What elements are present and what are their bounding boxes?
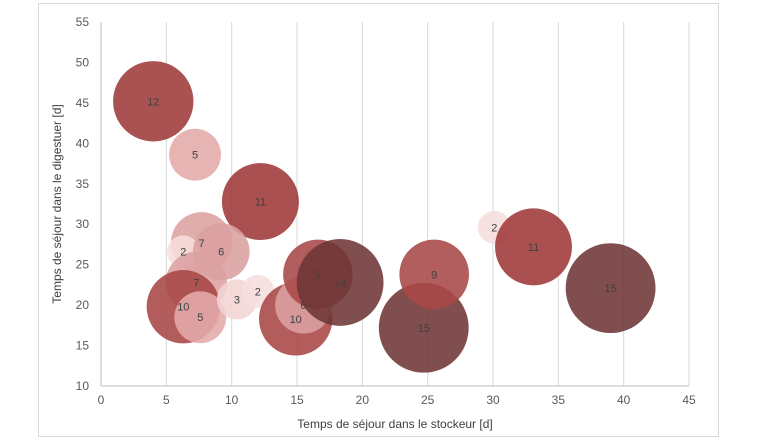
x-tick-label: 10 [225,393,239,407]
bubble [221,163,299,241]
x-tick-label: 45 [682,393,696,407]
y-axis-title: Temps de séjour dans le digestuer [d] [50,104,64,303]
bubble-label: 15 [418,323,430,335]
y-tick-label: 20 [76,298,90,312]
x-tick-label: 5 [163,393,170,407]
y-tick-label: 15 [76,339,90,353]
bubble [296,239,384,326]
chart-frame: 12 5 11 7 2 6 7 10 5 3 2 10 6 9 14 15 9 2 11 15 0 5 10 15 20 25 3… [38,3,719,437]
bubble-label: 3 [234,294,240,306]
bubble-label: 12 [147,96,159,108]
x-tick-label: 0 [98,393,105,407]
x-tick-label: 35 [552,393,566,407]
bubble-label: 11 [255,197,266,209]
bubbles: 12 5 11 7 2 6 7 10 5 3 2 10 6 9 14 15 9 2 11 15 [113,61,656,373]
bubble-label: 7 [193,277,199,289]
gridlines [165,22,690,386]
bubble-label: 10 [290,314,302,326]
y-tick-label: 30 [76,217,90,231]
x-axis-title: Temps de séjour dans le stockeur [d] [297,417,492,431]
bubble [495,208,572,286]
bubble-label: 6 [218,247,224,259]
bubble-label: 5 [192,150,198,162]
bubble-label: 2 [491,222,497,234]
bubble-label: 15 [604,283,616,295]
bubble-label: 14 [334,277,346,289]
bubble-label: 2 [255,286,261,298]
x-tick-label: 40 [617,393,631,407]
axes [100,22,689,387]
x-tick-label: 20 [356,393,370,407]
y-tick-label: 40 [76,136,90,150]
bubble [113,61,194,142]
bubble [565,243,656,334]
bubble-chart: 12 5 11 7 2 6 7 10 5 3 2 10 6 9 14 15 9 2 11 15 0 5 10 15 20 25 3… [50,15,696,431]
bubble-label: 10 [177,302,189,314]
x-tick-label: 15 [290,393,304,407]
y-tick-label: 45 [76,96,90,110]
bubble [174,291,227,344]
x-tick-label: 25 [421,393,435,407]
bubble [399,239,470,310]
bubble-label: 5 [197,312,203,324]
bubble-label: 6 [300,300,306,312]
bubble [169,128,222,181]
bubble-label: 9 [431,269,437,281]
bubble-label: 11 [528,242,539,254]
y-tick-label: 55 [76,15,90,29]
x-tick-label: 30 [486,393,500,407]
bubble-label: 9 [315,269,321,281]
bubble-label: 2 [180,247,186,259]
y-tick-label: 35 [76,177,90,191]
y-tick-label: 50 [76,55,90,69]
bubble-label: 7 [199,238,205,250]
y-tick-label: 25 [76,258,90,272]
y-tick-label: 10 [76,379,90,393]
